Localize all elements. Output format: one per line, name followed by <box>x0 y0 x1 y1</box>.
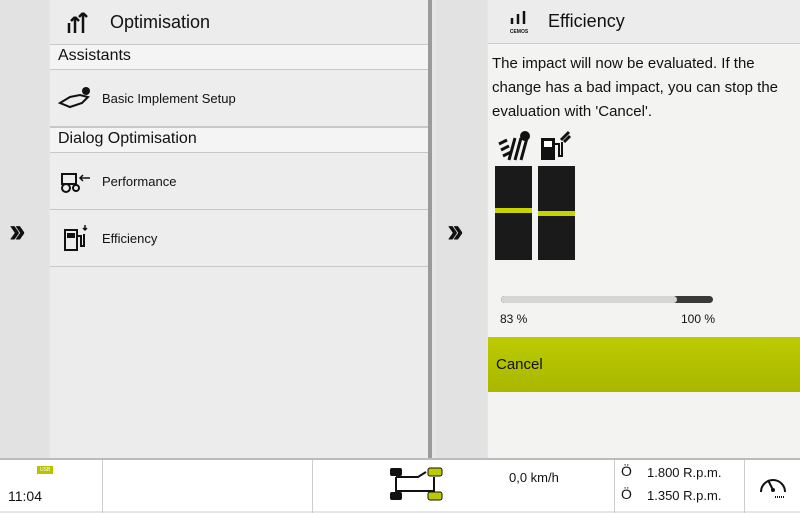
menu-item-label: Basic Implement Setup <box>102 90 236 106</box>
optimisation-panel: Optimisation Assistants Basic Implement … <box>50 0 432 458</box>
menu-item-basic-implement-setup[interactable]: Basic Implement Setup <box>50 70 428 127</box>
fuel-consumption-bar <box>538 166 575 260</box>
middle-nav-strip[interactable]: ›› <box>436 0 487 458</box>
usb-icon: USB <box>37 466 54 474</box>
menu-item-efficiency[interactable]: Efficiency <box>50 210 428 267</box>
fuel-consumption-icon <box>539 130 573 167</box>
engine-rpm-icon: Ö <box>621 486 632 502</box>
optimisation-icon <box>67 12 88 33</box>
status-cell-speed: 0,0 km/h <box>313 460 615 513</box>
progress-elapsed <box>501 296 677 303</box>
progress-end-label: 100 % <box>681 312 716 326</box>
section-dialog-optimisation: Dialog Optimisation <box>50 127 428 153</box>
engine-rpm-2: 1.350 R.p.m. <box>647 488 722 503</box>
performance-icon <box>50 168 102 194</box>
cancel-label: Cancel <box>496 356 543 373</box>
left-nav-strip[interactable]: ›› <box>0 0 49 458</box>
area-performance-icon <box>497 130 531 167</box>
status-cell-rpm: Ö 1.800 R.p.m. Ö 1.350 R.p.m. <box>615 460 745 513</box>
level-marker <box>538 211 575 216</box>
panel-header: CEMOS Efficiency <box>488 0 800 44</box>
evaluation-message: The impact will now be evaluated. If the… <box>492 55 779 120</box>
double-chevron-right-icon[interactable]: ›› <box>447 212 463 250</box>
status-cell-time: USB 11:04 <box>0 460 103 513</box>
page-title: Optimisation <box>110 11 211 32</box>
page-title: Efficiency <box>548 11 625 31</box>
clock-time: 11:04 <box>8 488 42 504</box>
level-marker <box>495 208 532 214</box>
speedometer-icon <box>760 479 786 498</box>
progress-start-label: 83 % <box>500 312 528 326</box>
evaluation-progress-bar <box>501 296 713 303</box>
engine-rpm-icon: Ö <box>621 463 632 479</box>
area-performance-bar <box>495 166 532 260</box>
ground-speed: 0,0 km/h <box>509 470 559 485</box>
double-chevron-right-icon[interactable]: ›› <box>9 212 25 250</box>
status-cell-empty <box>103 460 313 513</box>
status-bar: USB 11:04 0,0 km/h Ö 1.800 R.p.m. Ö 1.35… <box>0 458 800 513</box>
menu-item-performance[interactable]: Performance <box>50 153 428 210</box>
dashboard-button[interactable] <box>745 460 800 513</box>
menu-item-label: Performance <box>102 173 177 189</box>
engine-rpm-1: 1.800 R.p.m. <box>647 465 722 480</box>
section-assistants: Assistants <box>50 44 428 70</box>
panel-header: Optimisation <box>50 0 428 44</box>
implement-setup-icon <box>50 85 102 111</box>
cancel-button[interactable]: Cancel <box>488 337 800 392</box>
cemos-logo: CEMOS <box>504 8 534 35</box>
fuel-pump-icon <box>50 224 102 252</box>
menu-item-label: Efficiency <box>102 230 158 246</box>
steering-mode-icon <box>390 467 443 501</box>
